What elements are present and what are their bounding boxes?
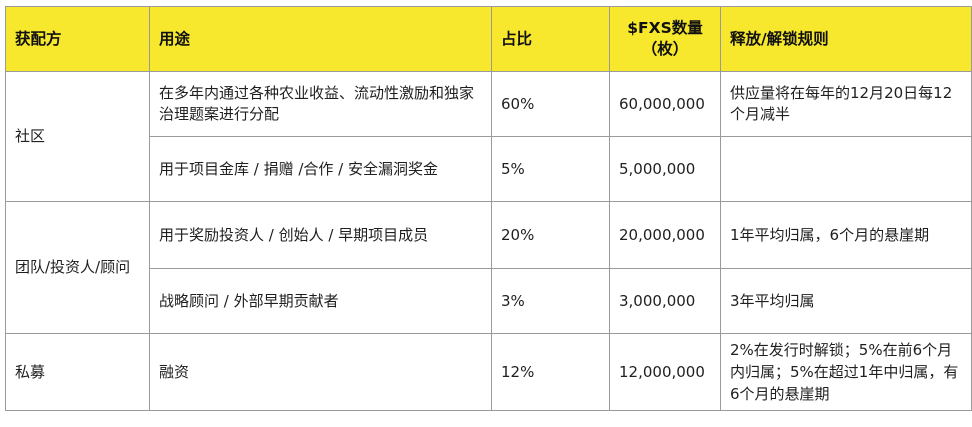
table-row: 私募 融资 12% 12,000,000 2%在发行时解锁；5%在前6个月内归属…: [5, 333, 972, 411]
allocation-table-container: 获配方 用途 占比 $FXS数量 （枚） 释放/解锁规则 社区 在多年内通过各种…: [5, 6, 972, 411]
table-row: 团队/投资人/顾问 用于奖励投资人 / 创始人 / 早期项目成员 20% 20,…: [5, 201, 972, 334]
table-header-row: 获配方 用途 占比 $FXS数量 （枚） 释放/解锁规则: [5, 6, 972, 72]
amount-cell: 60,000,000: [609, 71, 721, 137]
group-cell-community: 社区: [5, 71, 150, 202]
share-cell: 5%: [491, 136, 610, 202]
header-release: 释放/解锁规则: [720, 6, 972, 72]
header-amount-line1: $FXS数量: [627, 19, 703, 37]
share-cell: 12%: [491, 333, 610, 411]
amount-cell: 20,000,000: [609, 201, 721, 269]
release-cell: 供应量将在每年的12月20日每12个月减半: [720, 71, 972, 137]
purpose-cell: 战略顾问 / 外部早期贡献者: [149, 268, 492, 334]
amount-cell: 5,000,000: [609, 136, 721, 202]
share-cell: 3%: [491, 268, 610, 334]
table-row: 社区 在多年内通过各种农业收益、流动性激励和独家治理题案进行分配 60% 60,…: [5, 71, 972, 202]
amount-cell: 3,000,000: [609, 268, 721, 334]
release-cell: 2%在发行时解锁；5%在前6个月内归属；5%在超过1年中归属，有6个月的悬崖期: [720, 333, 972, 411]
group-cell-private: 私募: [5, 333, 150, 411]
table-row: 战略顾问 / 外部早期贡献者 3% 3,000,000 3年平均归属: [6, 268, 972, 334]
header-purpose: 用途: [149, 6, 492, 72]
purpose-cell: 用于奖励投资人 / 创始人 / 早期项目成员: [149, 201, 492, 269]
release-cell: [720, 136, 972, 202]
group-cell-team: 团队/投资人/顾问: [5, 201, 150, 334]
table-row: 用于项目金库 / 捐赠 /合作 / 安全漏洞奖金 5% 5,000,000: [6, 136, 972, 202]
purpose-cell: 用于项目金库 / 捐赠 /合作 / 安全漏洞奖金: [149, 136, 492, 202]
share-cell: 20%: [491, 201, 610, 269]
header-recipient: 获配方: [5, 6, 150, 72]
header-amount-line2: （枚）: [641, 40, 689, 58]
purpose-cell: 融资: [149, 333, 492, 411]
release-cell: 1年平均归属，6个月的悬崖期: [720, 201, 972, 269]
amount-cell: 12,000,000: [609, 333, 721, 411]
share-cell: 60%: [491, 71, 610, 137]
header-share: 占比: [491, 6, 610, 72]
token-allocation-table: 获配方 用途 占比 $FXS数量 （枚） 释放/解锁规则 社区 在多年内通过各种…: [5, 6, 972, 411]
purpose-cell: 在多年内通过各种农业收益、流动性激励和独家治理题案进行分配: [149, 71, 492, 137]
release-cell: 3年平均归属: [720, 268, 972, 334]
header-amount: $FXS数量 （枚）: [609, 6, 721, 72]
